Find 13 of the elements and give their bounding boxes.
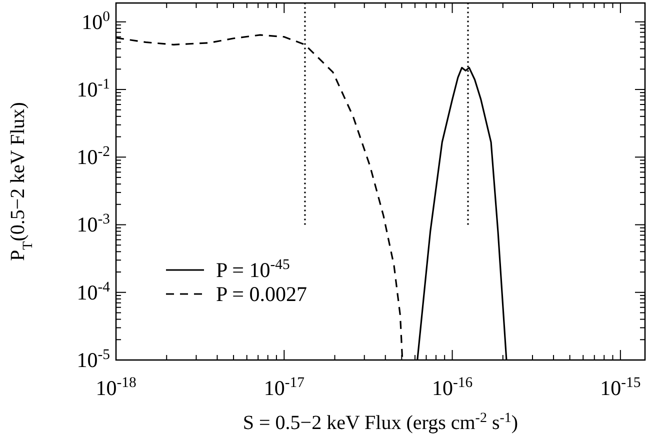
x-tick-label: 10$^{-16}$ — [432, 375, 473, 400]
x-tick-label: 10$^{-18}$ — [96, 375, 136, 400]
legend-label: P = 0.0027 — [216, 282, 307, 306]
y-tick-label: 10$^{-5}$ — [76, 347, 110, 372]
y-tick-label: 10$^{-3}$ — [76, 212, 110, 237]
x-axis-title: S = 0.5−2 keV Flux (ergs cm$^{-2}$ s$^{-1}$) — [242, 410, 518, 434]
y-tick-label: 10$^{-2}$ — [76, 144, 110, 170]
y-tick-label: 10$^{-4}$ — [76, 279, 111, 304]
y-tick-label: 10$^{0}$ — [82, 8, 110, 34]
x-tick-label: 10$^{-15}$ — [600, 375, 641, 400]
y-tick-label: 10$^{-1}$ — [76, 76, 110, 102]
legend-label: P = 10$^{-45}$ — [216, 257, 290, 282]
x-tick-label: 10$^{-17}$ — [264, 375, 304, 400]
